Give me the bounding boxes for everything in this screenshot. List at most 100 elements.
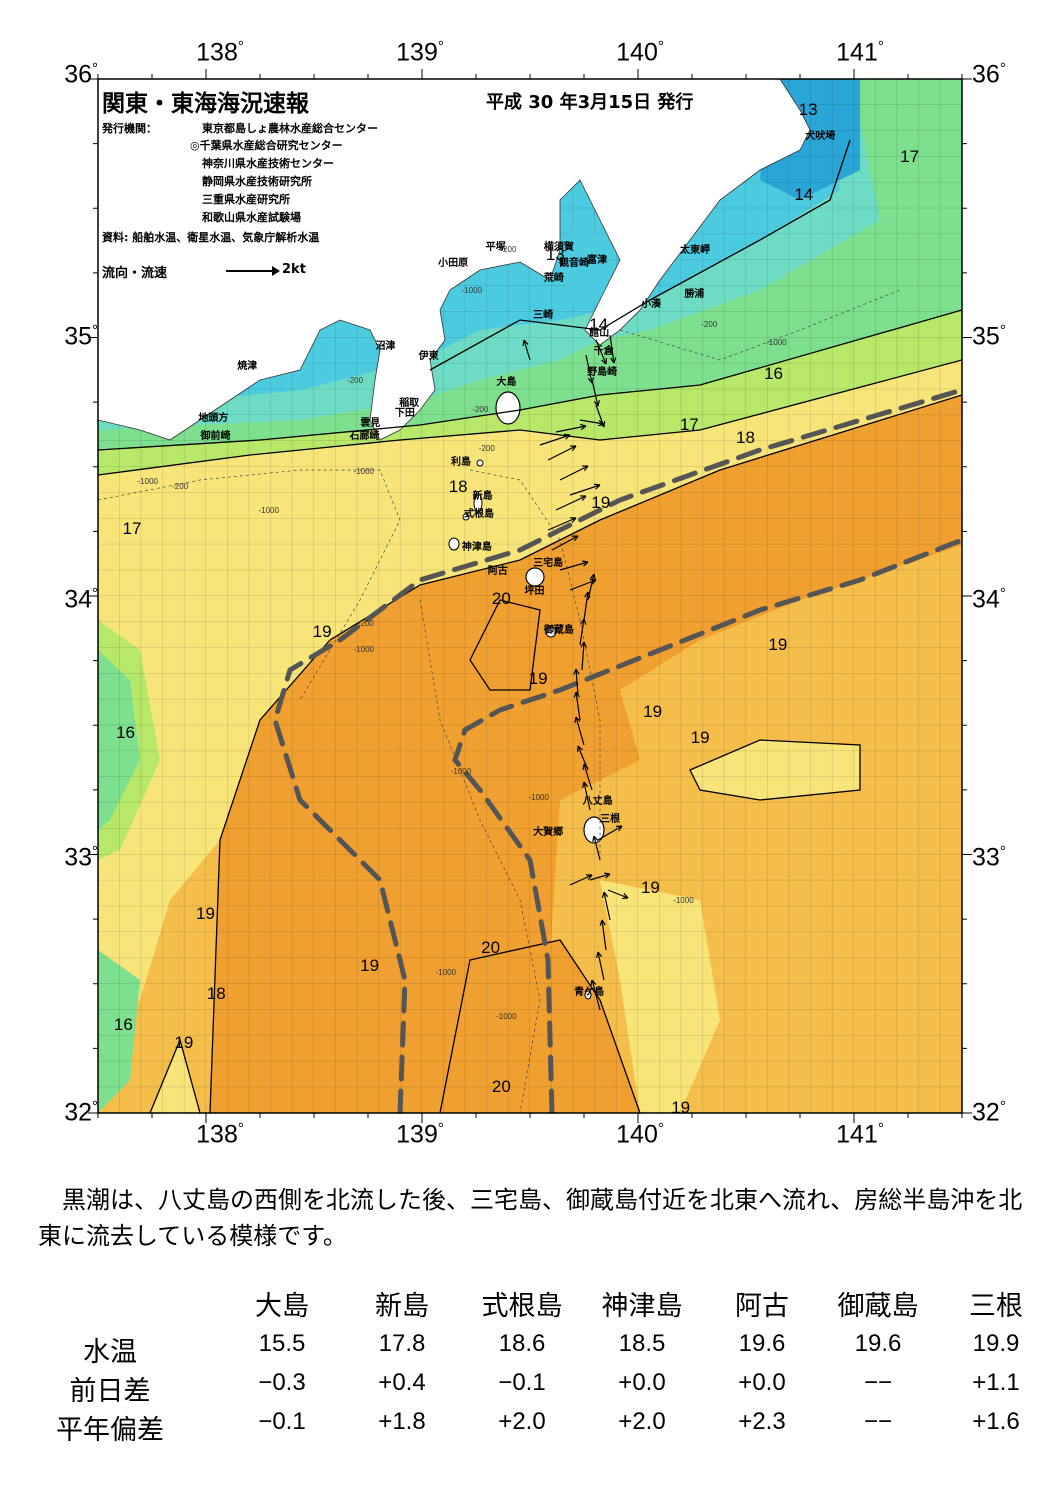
stat-value: +0.0: [738, 1369, 786, 1396]
place-name-label: 雲見: [360, 418, 381, 430]
current-vector-arrow: [559, 465, 589, 481]
kuroshio-axis-middle: [272, 637, 408, 1113]
current-vector-arrowhead: [592, 835, 599, 842]
summary-text: 黒潮は、八丈島の西側を北流した後、三宅島、御蔵島付近を北東へ流れ、房総半島沖を北…: [38, 1186, 1023, 1250]
issuer-item: ◎千葉県水産総合研究センター: [190, 139, 343, 152]
current-vector-arrow: [591, 379, 599, 407]
place-name-label: 沼津: [375, 340, 396, 352]
island-shikinejima: [462, 513, 470, 521]
isotherm-label: 20: [481, 937, 501, 957]
place-name-label: 下田: [394, 407, 415, 419]
current-vector-arrow: [559, 561, 589, 571]
current-vector-arrow: [581, 641, 585, 671]
current-vector-arrowhead: [579, 495, 587, 502]
stat-value: +1.8: [378, 1408, 426, 1435]
current-vector-arrowhead: [590, 979, 597, 987]
depth-contour-label: -1000: [137, 477, 158, 487]
current-vector-arrowhead: [603, 872, 611, 879]
current-vector-arrowhead: [599, 919, 606, 926]
issuer-label: 発行機関：: [102, 122, 157, 135]
depth-contour-label: -1000: [258, 505, 279, 515]
issuer-item: 和歌山県水産試験場: [202, 211, 301, 224]
stat-value: 18.5: [618, 1330, 666, 1357]
stat-value: +2.0: [618, 1408, 666, 1435]
lat-label-right-36: 36°: [972, 60, 1006, 89]
current-legend-speed: 2kt: [282, 262, 306, 277]
stat-value: 17.8: [378, 1330, 426, 1357]
isotherm-label: 14: [794, 185, 814, 205]
current-vector-arrowhead: [573, 668, 580, 675]
depth-contour-label: -1000: [673, 896, 694, 906]
isotherm-label: 16: [113, 1015, 133, 1035]
isotherm-label: 19: [196, 903, 215, 923]
current-vector-arrow: [547, 445, 577, 461]
isotherm-label: 19: [671, 1097, 691, 1117]
place-name-label: 三崎: [533, 309, 554, 321]
current-vector-arrow: [547, 517, 577, 531]
station-name: 大島: [255, 1291, 309, 1321]
lat-label-right-33: 33°: [972, 843, 1006, 872]
lat-label-left-34: 34°: [64, 585, 98, 614]
isotherm-19-west: [209, 639, 331, 1113]
current-vector-arrowhead: [601, 891, 609, 898]
place-name-label: 伊東: [418, 351, 439, 362]
stat-value: +0.0: [618, 1369, 666, 1396]
current-vector-arrowhead: [581, 560, 589, 567]
depth-contour-label: -200: [472, 404, 489, 414]
current-vector-arrow: [569, 484, 601, 496]
current-vector-arrow: [607, 889, 629, 899]
isotherm-label: 19: [591, 492, 611, 512]
current-vector-arrowhead: [581, 465, 589, 472]
isotherm-20-core: [469, 599, 541, 691]
place-name-label: 館山: [589, 327, 610, 339]
current-vector-arrow: [551, 535, 579, 551]
current-vector-arrowhead: [585, 874, 593, 880]
issuer-item: 神奈川県水産技術センター: [202, 157, 334, 170]
current-vector-arrow: [601, 919, 607, 951]
isotherm-label: 20: [491, 1077, 511, 1097]
current-vector-arrow: [583, 591, 589, 621]
island-aogashima: [584, 990, 592, 1000]
current-vector-arrow: [595, 339, 607, 365]
stat-value: −0.1: [498, 1369, 546, 1396]
place-name-label: 三根: [600, 813, 621, 825]
sea-temperature-map: [88, 69, 972, 1123]
place-name-label: 太東岬: [680, 245, 710, 257]
isotherm-label: 20: [491, 588, 511, 608]
current-vector-arrowhead: [589, 578, 597, 585]
place-name-label: 大賀郷: [533, 826, 564, 838]
stat-value: 19.6: [854, 1330, 902, 1357]
station-name: 三根: [969, 1291, 1023, 1321]
place-name-label: 横須賀: [543, 242, 574, 254]
current-vector-arrow: [589, 873, 611, 881]
lat-label-left-36: 36°: [64, 60, 98, 89]
current-vector-arrowhead: [563, 433, 571, 440]
place-name-label: 坪田: [524, 586, 545, 598]
depth-contour-label: -200: [500, 244, 517, 254]
place-name-label: 平塚: [485, 242, 506, 254]
depth-contour-label: -1000: [450, 766, 472, 776]
place-name-label: 新島: [472, 490, 493, 502]
lon-label-top-140: 140°: [616, 38, 664, 67]
current-vector-arrow: [569, 874, 593, 886]
place-name-label: 千倉: [593, 345, 614, 357]
place-name-label: 荒崎: [543, 273, 564, 285]
lon-label-bottom-141: 141°: [836, 1120, 884, 1149]
current-vector-arrow: [575, 691, 581, 721]
depth-contour-label: -200: [172, 482, 189, 492]
stat-value: −−: [863, 1408, 893, 1435]
current-vector-arrow: [523, 339, 531, 361]
lon-label-top-138: 138°: [196, 38, 244, 67]
place-name-label: 三宅島: [533, 557, 564, 569]
isotherm-label: 19: [640, 878, 660, 898]
stat-value: 18.6: [498, 1330, 546, 1357]
place-name-label: 御蔵島: [543, 625, 574, 637]
lon-label-top-139: 139°: [396, 38, 444, 67]
current-vector-arrowhead: [522, 339, 529, 347]
isotherm-label: 14: [589, 314, 609, 334]
island-oshima: [495, 391, 521, 425]
lat-label-right-34: 34°: [972, 585, 1006, 614]
current-vector-arrowhead: [571, 535, 579, 542]
island-kozushima: [448, 537, 460, 551]
place-name-label: 青ケ島: [574, 986, 605, 998]
